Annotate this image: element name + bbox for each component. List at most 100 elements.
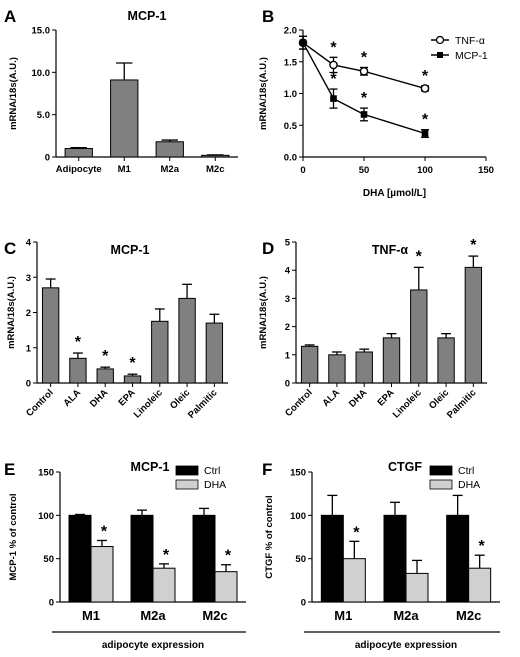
category-label: Oleic (427, 387, 451, 411)
chart-panel-e: 0 50 100 150 MCP-1 % of control E MCP-1 * M1 * M2a… (4, 460, 246, 651)
x-axis-label: DHA [µmol/L] (363, 188, 426, 199)
y-tick-label: 4 (26, 238, 32, 249)
category-label: EPA (376, 387, 397, 408)
bar (41, 287, 60, 384)
category-label: Oleic (168, 387, 192, 411)
significance-star: * (330, 71, 337, 88)
y-axis-label: CTGF % of control (264, 495, 275, 578)
bar (123, 375, 142, 384)
y-axis-label: mRNA/18s(A.U.) (258, 57, 269, 130)
x-axis-label: adipocyte expression (102, 640, 204, 651)
y-axis-label: mRNA/18s(A.U.) (6, 276, 17, 349)
y-tick-label: 100 (290, 511, 306, 522)
series-line (302, 42, 426, 90)
y-axis-label: mRNA/18s(A.U.) (258, 276, 269, 349)
series-tnf-alpha: * * * (298, 35, 430, 93)
y-tick-label: 50 (43, 554, 54, 565)
y-tick-label: 2.0 (284, 26, 297, 37)
chart-panel-b: 0.0 0.5 1.0 1.5 2.0 mRNA/18s(A.U.) B 0 50 100 150 D… (258, 7, 494, 199)
significance-star: * (361, 90, 368, 107)
y-tick-label: 5 (285, 238, 291, 249)
bar (201, 154, 230, 158)
y-tick-label: 150 (290, 468, 306, 479)
y-tick-label: 0 (45, 153, 50, 164)
bar (69, 357, 87, 384)
significance-star: * (101, 523, 108, 540)
panel-letter: F (262, 460, 272, 479)
y-tick-label: 1 (26, 343, 32, 354)
significance-star: * (102, 348, 109, 365)
series-mcp-1: * * * (299, 35, 429, 138)
y-tick-label: 1.5 (284, 57, 298, 68)
bar (64, 148, 93, 158)
chart-title: MCP-1 (131, 460, 170, 474)
y-tick-label: 1.0 (284, 89, 297, 100)
bar (205, 322, 224, 384)
bar (178, 297, 196, 384)
category-label: M2c (206, 164, 224, 175)
category-label: M2c (456, 608, 481, 623)
bar-dha (152, 567, 176, 603)
bar (96, 368, 114, 384)
y-tick-label: 3 (26, 273, 31, 284)
bar (355, 351, 373, 384)
legend-marker (435, 35, 445, 45)
category-label: DHA (88, 387, 110, 409)
category-label: M1 (82, 608, 100, 623)
category-label: ALA (320, 387, 342, 409)
category-label: Palmitic (186, 387, 220, 421)
y-axis-label: MCP-1 % of control (8, 493, 19, 580)
bar-ctrl (130, 514, 154, 603)
panel-letter: C (4, 239, 16, 258)
panel-letter: B (262, 7, 274, 26)
y-axis-label: mRNA/18s(A.U.) (8, 57, 19, 130)
significance-star: * (163, 547, 170, 564)
y-tick-label: 0 (49, 598, 54, 609)
legend-swatch (429, 465, 453, 476)
significance-star: * (479, 538, 486, 555)
legend-swatch (175, 465, 199, 476)
bar (151, 320, 169, 384)
legend-label: TNF-α (455, 35, 485, 47)
y-tick-label: 0 (26, 379, 31, 390)
y-tick-label: 3 (285, 294, 290, 305)
category-label: Linoleic (391, 387, 424, 420)
category-label: M2a (140, 608, 166, 623)
chart-panel-d: 0 1 2 3 4 5 mRNA/18s(A.U.) D TNF-α Control ALA DHA E… (258, 237, 487, 421)
y-tick-label: 0.0 (284, 153, 297, 164)
bar-ctrl (68, 514, 92, 603)
category-label: DHA (347, 387, 369, 409)
series-line (302, 42, 426, 135)
significance-star: * (225, 548, 232, 565)
bar (464, 266, 483, 384)
y-tick-label: 50 (295, 554, 306, 565)
bar-dha (90, 546, 114, 603)
x-tick-label: 0 (300, 165, 305, 176)
x-axis-label: adipocyte expression (355, 640, 457, 651)
panel-letter: E (4, 460, 15, 479)
significance-star: * (416, 248, 423, 265)
bar (300, 345, 319, 384)
legend-label: Ctrl (458, 465, 474, 477)
x-tick-label: 50 (359, 165, 370, 176)
y-tick-label: 2 (285, 322, 290, 333)
y-tick-label: 150 (38, 468, 54, 479)
bar-ctrl (383, 514, 407, 603)
x-tick-label: 150 (478, 165, 494, 176)
bar-dha (214, 571, 238, 603)
y-tick-label: 10.0 (32, 68, 51, 79)
category-label: Adipocyte (56, 164, 102, 175)
significance-star: * (470, 237, 477, 254)
category-label: M1 (118, 164, 132, 175)
data-point (330, 95, 337, 102)
bar (110, 79, 139, 158)
data-point (421, 130, 429, 137)
y-tick-label: 0 (301, 598, 306, 609)
legend-marker (437, 52, 443, 58)
category-label: Linoleic (132, 387, 165, 420)
data-point (329, 60, 338, 70)
significance-star: * (422, 68, 429, 85)
significance-star: * (129, 355, 136, 372)
y-tick-label: 5.0 (37, 110, 50, 121)
